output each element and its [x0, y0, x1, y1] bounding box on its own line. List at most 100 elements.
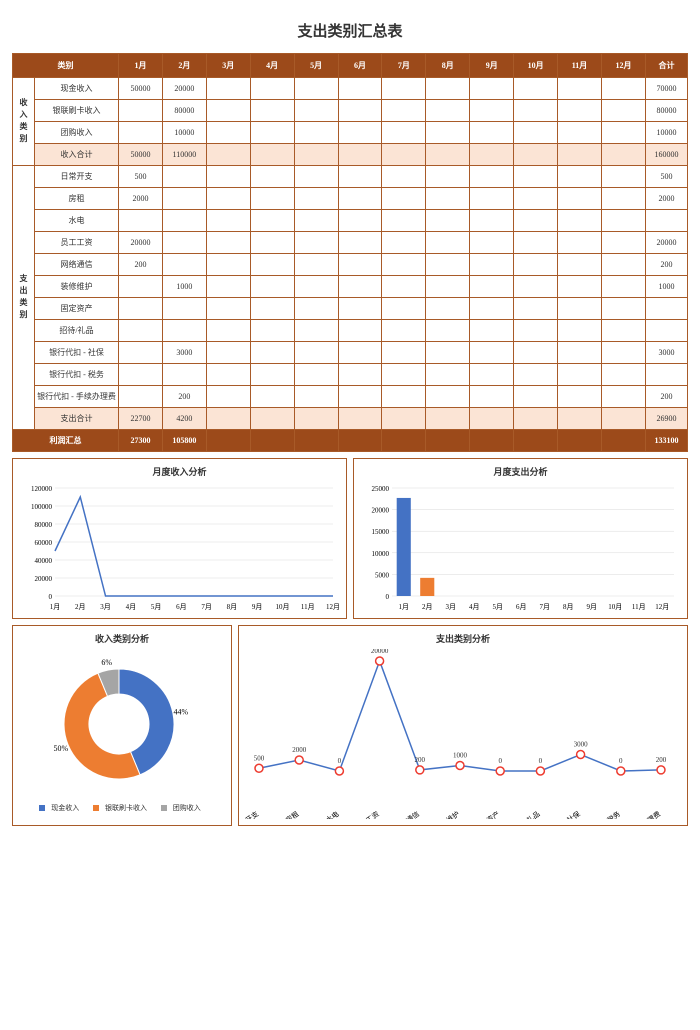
cell	[601, 78, 645, 100]
row-name: 装修维护	[35, 276, 119, 298]
svg-text:0: 0	[49, 593, 53, 601]
cell	[119, 320, 163, 342]
svg-text:银行代扣 - 税务: 银行代扣 - 税务	[578, 809, 622, 819]
cell	[514, 320, 558, 342]
row-name: 银联刷卡收入	[35, 100, 119, 122]
row-name: 招待/礼品	[35, 320, 119, 342]
row-name: 银行代扣 - 手续办理费	[35, 386, 119, 408]
cell	[294, 298, 338, 320]
row-total: 3000	[646, 342, 688, 364]
svg-text:10月: 10月	[275, 603, 289, 611]
cell	[162, 166, 206, 188]
svg-text:银行代扣 - 社保: 银行代扣 - 社保	[537, 809, 581, 819]
row-total: 500	[646, 166, 688, 188]
svg-text:60000: 60000	[35, 539, 53, 547]
cell	[338, 210, 382, 232]
svg-text:11月: 11月	[632, 603, 646, 611]
svg-text:7月: 7月	[540, 603, 551, 611]
cell	[558, 386, 602, 408]
cell	[250, 166, 294, 188]
cell	[601, 232, 645, 254]
cell: 10000	[162, 122, 206, 144]
cell	[470, 298, 514, 320]
row-total: 70000	[646, 78, 688, 100]
table-row: 收入类别现金收入500002000070000	[13, 78, 688, 100]
chart-title: 月度支出分析	[360, 465, 681, 478]
cell	[250, 408, 294, 430]
row-total: 200	[646, 254, 688, 276]
cell: 4200	[162, 408, 206, 430]
svg-text:25000: 25000	[372, 485, 390, 493]
chart-expense-category: 支出类别分析 500日常开支2000房租0水电20000员工工资200网络通信1…	[238, 625, 688, 826]
row-total: 1000	[646, 276, 688, 298]
svg-text:11月: 11月	[301, 603, 315, 611]
cell: 22700	[119, 408, 163, 430]
svg-text:120000: 120000	[31, 485, 53, 493]
cell	[338, 342, 382, 364]
header-row: 类别 1月 2月 3月 4月 5月 6月 7月 8月 9月 10月 11月 12…	[13, 54, 688, 78]
cell	[470, 144, 514, 166]
cell	[601, 144, 645, 166]
cell	[426, 408, 470, 430]
cell	[558, 364, 602, 386]
row-total: 20000	[646, 232, 688, 254]
cell	[119, 298, 163, 320]
cell	[426, 188, 470, 210]
svg-text:网络通信: 网络通信	[393, 809, 421, 819]
svg-text:1000: 1000	[453, 752, 468, 760]
cell: 200	[119, 254, 163, 276]
cell	[338, 122, 382, 144]
cell	[338, 298, 382, 320]
line-chart: 0200004000060000800001000001200001月2月3月4…	[19, 482, 339, 612]
table-row: 支出类别日常开支500500	[13, 166, 688, 188]
svg-text:5月: 5月	[493, 603, 504, 611]
cell: 20000	[119, 232, 163, 254]
cell	[470, 78, 514, 100]
cell	[470, 122, 514, 144]
svg-text:200: 200	[656, 756, 667, 764]
cell	[470, 386, 514, 408]
row-name: 员工工资	[35, 232, 119, 254]
cell	[250, 188, 294, 210]
cell	[338, 276, 382, 298]
cell	[206, 188, 250, 210]
cell	[514, 122, 558, 144]
group-label-expense: 支出类别	[13, 166, 35, 430]
header-month: 6月	[338, 54, 382, 78]
svg-text:20000: 20000	[371, 649, 389, 655]
svg-text:4月: 4月	[469, 603, 480, 611]
cell	[601, 430, 645, 452]
table-row: 房租20002000	[13, 188, 688, 210]
table-row: 银行代扣 - 手续办理费200200	[13, 386, 688, 408]
svg-text:水电: 水电	[324, 809, 341, 819]
cell	[162, 298, 206, 320]
cell	[470, 232, 514, 254]
table-row: 银联刷卡收入8000080000	[13, 100, 688, 122]
line-marker-chart: 500日常开支2000房租0水电20000员工工资200网络通信1000装修维护…	[245, 649, 675, 819]
cell	[206, 78, 250, 100]
profit-label: 利润汇总	[13, 430, 119, 452]
header-month: 1月	[119, 54, 163, 78]
cell	[382, 144, 426, 166]
svg-text:80000: 80000	[35, 521, 53, 529]
cell	[470, 188, 514, 210]
svg-text:3月: 3月	[446, 603, 457, 611]
cell	[601, 166, 645, 188]
svg-text:7月: 7月	[201, 603, 212, 611]
cell	[206, 210, 250, 232]
chart-title: 月度收入分析	[19, 465, 340, 478]
cell	[514, 188, 558, 210]
cell	[294, 364, 338, 386]
svg-text:1月: 1月	[399, 603, 410, 611]
svg-text:12月: 12月	[326, 603, 339, 611]
svg-text:4月: 4月	[126, 603, 136, 611]
cell: 80000	[162, 100, 206, 122]
cell	[382, 78, 426, 100]
cell	[601, 188, 645, 210]
cell	[382, 254, 426, 276]
cell	[338, 430, 382, 452]
svg-text:8月: 8月	[227, 603, 238, 611]
cell	[558, 254, 602, 276]
cell	[601, 320, 645, 342]
row-total: 10000	[646, 122, 688, 144]
